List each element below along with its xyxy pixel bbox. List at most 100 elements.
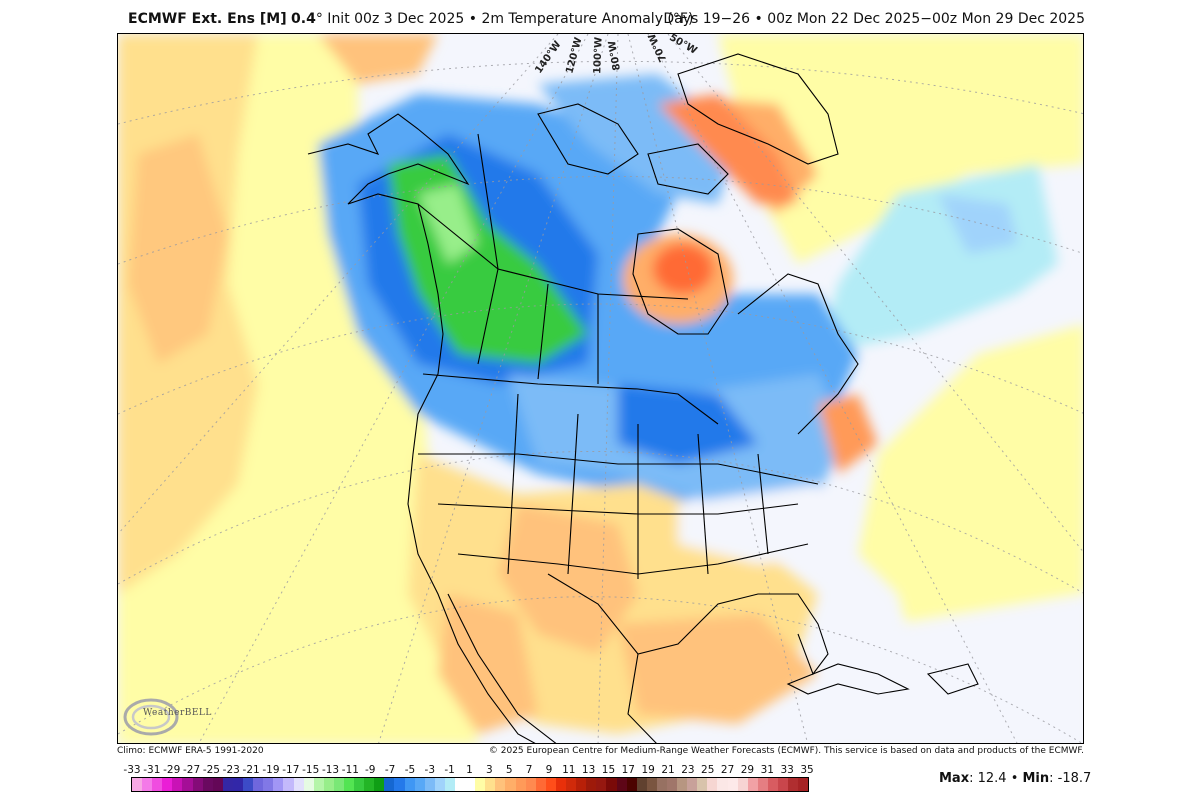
colorbar-swatch — [343, 778, 355, 791]
colorbar-tick-label: 17 — [621, 764, 635, 776]
colorbar-swatch — [778, 778, 789, 791]
weatherbell-logo: WeatherBELL — [121, 695, 213, 740]
valid-period: Days 19−26 • 00z Mon 22 Dec 2025−00z Mon… — [663, 11, 1085, 27]
colorbar-swatch — [313, 778, 324, 791]
colorbar-swatch — [545, 778, 556, 791]
colorbar-swatch — [142, 778, 153, 791]
colorbar-tick-label: 25 — [701, 764, 715, 776]
init-and-variable: Init 00z 3 Dec 2025 • 2m Temperature Ano… — [322, 11, 694, 27]
colorbar-swatch — [394, 778, 405, 791]
colorbar-tick-label: -3 — [424, 764, 436, 776]
colorbar-tick-label: -13 — [321, 764, 340, 776]
logo-text: WeatherBELL — [143, 708, 212, 718]
colorbar-swatch — [757, 778, 768, 791]
colorbar-swatch — [253, 778, 264, 791]
colorbar-swatch — [222, 778, 233, 791]
colorbar-swatch — [566, 778, 577, 791]
colorbar-swatch — [384, 778, 395, 791]
colorbar-swatch — [697, 778, 708, 791]
colorbar-swatch — [535, 778, 546, 791]
colorbar-tick-label: -5 — [404, 764, 416, 776]
degree-symbol: ° — [315, 11, 323, 27]
colorbar-swatch — [455, 778, 466, 791]
colorbar-swatch — [333, 778, 344, 791]
colorbar-swatch — [788, 778, 799, 791]
colorbar-swatch — [444, 778, 455, 791]
colorbar-labels: -33 -31 -29 -27 -25 -23 -21 -19 -17 -15 -13 -11 -9 -7… — [121, 764, 821, 776]
colorbar-swatch — [707, 778, 718, 791]
colorbar-swatch — [172, 778, 183, 791]
colorbar-swatch — [232, 778, 244, 791]
model-resolution: 0.4 — [291, 11, 316, 27]
colorbar-tick-label: -19 — [262, 764, 280, 776]
colorbar-swatch — [717, 778, 728, 791]
colorbar-swatch — [767, 778, 778, 791]
max-label: Max — [939, 771, 970, 786]
colorbar-tick-label: -21 — [242, 764, 260, 776]
map-title: ECMWF Ext. Ens [M] 0.4° Init 00z 3 Dec 2… — [128, 11, 693, 27]
colorbar-swatch — [646, 778, 657, 791]
colorbar-tick-label: -7 — [384, 764, 396, 776]
colorbar-swatch — [737, 778, 748, 791]
colorbar-swatch — [505, 778, 516, 791]
colorbar-swatch — [424, 778, 435, 791]
colorbar-swatch — [303, 778, 314, 791]
colorbar-tick-label: 33 — [780, 764, 794, 776]
colorbar-tick-label: -1 — [444, 764, 455, 776]
colorbar-swatch — [586, 778, 597, 791]
colorbar-swatch — [323, 778, 334, 791]
max-value: : 12.4 • — [969, 771, 1023, 786]
colorbar-swatch — [656, 778, 667, 791]
colorbar-tick-label: -17 — [282, 764, 300, 776]
colorbar-swatch — [263, 778, 274, 791]
colorbar-swatch — [485, 778, 496, 791]
colorbar-tick-label: 11 — [562, 764, 576, 776]
colorbar-swatch — [354, 778, 365, 791]
colorbar-swatch — [677, 778, 688, 791]
colorbar-swatch — [606, 778, 617, 791]
colorbar-tick-label: 19 — [641, 764, 655, 776]
colorbar-tick-label: -31 — [143, 764, 161, 776]
colorbar-swatch — [465, 778, 476, 791]
colorbar-swatch — [525, 778, 536, 791]
colorbar-tick-label: -9 — [364, 764, 376, 776]
colorbar-tick-label: 21 — [661, 764, 675, 776]
anomaly-map: 140°W 120°W 100°W 80°W 70°W 50°W — [117, 33, 1084, 744]
colorbar-tick-label: 7 — [525, 764, 533, 776]
colorbar-swatch — [243, 778, 254, 791]
copyright-credit: © 2025 European Centre for Medium-Range … — [488, 746, 1084, 756]
min-value: : -18.7 — [1049, 771, 1092, 786]
colorbar-swatch — [666, 778, 678, 791]
colorbar-tick-label: 13 — [581, 764, 596, 776]
colorbar-tick-label: 3 — [486, 764, 493, 776]
max-min-stats: Max: 12.4 • Min: -18.7 — [939, 771, 1091, 786]
colorbar-tick-label: 23 — [681, 764, 695, 776]
colorbar-tick-label: -27 — [182, 764, 201, 776]
colorbar-swatch — [747, 778, 758, 791]
colorbar-tick-label: -29 — [163, 764, 181, 776]
longitude-label: 100°W — [592, 36, 605, 75]
colorbar-swatch — [202, 778, 213, 791]
colorbar-swatch — [515, 778, 526, 791]
colorbar-swatch — [152, 778, 163, 791]
colorbar-swatch — [495, 778, 506, 791]
colorbar-tick-label: -25 — [202, 764, 220, 776]
colorbar-tick-label: -15 — [302, 764, 320, 776]
colorbar-swatch — [434, 778, 445, 791]
colorbar-swatch — [212, 778, 223, 791]
anomaly-map-graphic — [118, 34, 1083, 743]
colorbar-swatch — [798, 778, 809, 791]
colorbar-swatch — [162, 778, 173, 791]
colorbar-tick-label: 31 — [760, 764, 774, 776]
colorbar-tick-label: 27 — [720, 764, 735, 776]
colorbar-swatch — [687, 778, 698, 791]
colorbar-tick-label: 35 — [800, 764, 814, 776]
colorbar-swatch — [293, 778, 304, 791]
colorbar-swatch — [192, 778, 203, 791]
colorbar-swatch — [182, 778, 193, 791]
colorbar-swatch — [404, 778, 415, 791]
model-name: ECMWF Ext. Ens [M] — [128, 11, 287, 27]
colorbar-swatch — [414, 778, 425, 791]
colorbar-swatch — [364, 778, 375, 791]
colorbar-tick-label: 15 — [601, 764, 616, 776]
